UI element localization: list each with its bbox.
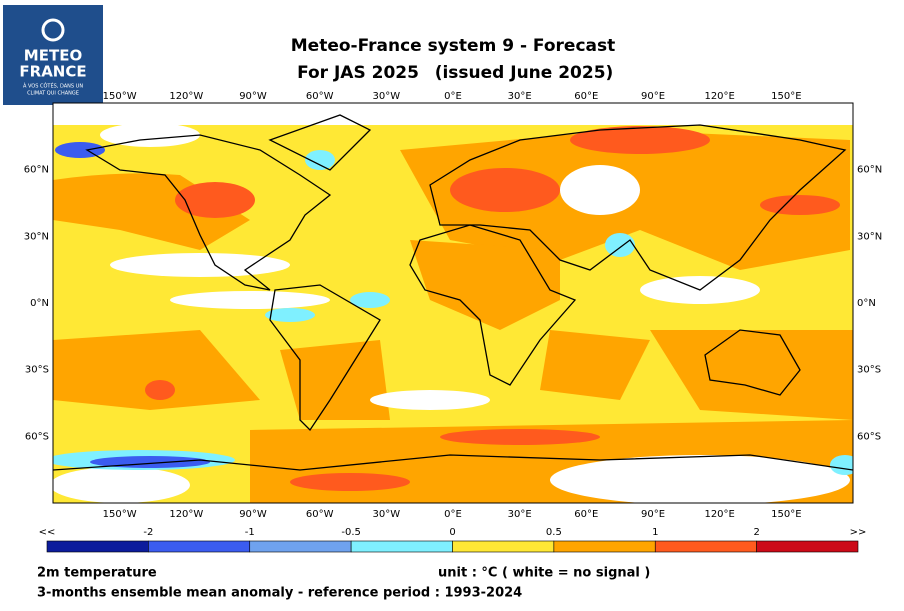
no-signal-areas bbox=[53, 103, 853, 503]
lon-label: 120°W bbox=[169, 91, 203, 102]
unit: unit : °C ( white = no signal ) bbox=[438, 566, 650, 581]
map-frame bbox=[52, 102, 854, 504]
colorbar-label: >> bbox=[850, 527, 867, 538]
logo-box bbox=[3, 5, 103, 105]
colorbar-label: 0 bbox=[449, 527, 455, 538]
lat-label: 30°S bbox=[857, 365, 881, 376]
colorbar-label: -1 bbox=[245, 527, 255, 538]
lon-label: 90°E bbox=[641, 91, 665, 102]
colorbar-segment bbox=[654, 540, 757, 553]
coastlines bbox=[53, 114, 853, 471]
lat-label: 60°N bbox=[857, 165, 882, 176]
colorbar-label: -0.5 bbox=[341, 527, 361, 538]
title: (issued June 2025) bbox=[435, 63, 614, 83]
lon-label: 30°W bbox=[373, 91, 401, 102]
lon-label: 120°W bbox=[169, 509, 203, 520]
lon-label: 120°E bbox=[704, 91, 734, 102]
lat-label: 60°S bbox=[25, 431, 49, 442]
logo-tagline: CLIMAT QUI CHANGE bbox=[27, 91, 79, 97]
colorbar-segment bbox=[350, 540, 453, 553]
colorbar-label: 2 bbox=[753, 527, 759, 538]
lat-label: 30°S bbox=[25, 365, 49, 376]
lat-label: 0°N bbox=[30, 298, 49, 309]
lon-label: 150°E bbox=[771, 509, 801, 520]
colorbar-segment bbox=[553, 540, 656, 553]
hot-areas bbox=[145, 126, 840, 491]
lat-label: 60°S bbox=[857, 431, 881, 442]
colorbar-label: 1 bbox=[652, 527, 658, 538]
title: Meteo-France system 9 - Forecast bbox=[291, 36, 616, 56]
variable: 2m temperature bbox=[37, 566, 157, 581]
colorbar-segment bbox=[756, 540, 859, 553]
lat-label: 30°N bbox=[24, 231, 49, 242]
lon-label: 60°E bbox=[574, 509, 598, 520]
lon-label: 90°W bbox=[239, 91, 267, 102]
lon-label: 150°E bbox=[771, 91, 801, 102]
lon-label: 150°W bbox=[103, 509, 137, 520]
colorbar-segment bbox=[452, 540, 555, 553]
colorbar-segment bbox=[46, 540, 149, 553]
colorbar-segment bbox=[249, 540, 352, 553]
lon-label: 120°E bbox=[704, 509, 734, 520]
lon-label: 90°E bbox=[641, 509, 665, 520]
logo-tagline: À VOS CÔTÉS, DANS UN bbox=[23, 82, 83, 90]
colorbar-segment bbox=[148, 540, 251, 553]
lon-label: 30°W bbox=[373, 509, 401, 520]
title: For JAS 2025 bbox=[297, 63, 419, 83]
lon-label: 150°W bbox=[103, 91, 137, 102]
colorbar-label: -2 bbox=[143, 527, 153, 538]
description: 3-months ensemble mean anomaly - referen… bbox=[37, 586, 522, 601]
logo-line: METEO bbox=[24, 47, 82, 65]
colorbar-label: 0.5 bbox=[546, 527, 562, 538]
lon-label: 90°W bbox=[239, 509, 267, 520]
lon-label: 60°W bbox=[306, 509, 334, 520]
lon-label: 0°E bbox=[444, 91, 462, 102]
lon-label: 60°E bbox=[574, 91, 598, 102]
axes: 150°W 150°W 120°W 120°W 90°W 90°W 60°W 60°W 30°W… bbox=[24, 91, 882, 520]
lat-label: 0°N bbox=[857, 298, 876, 309]
lon-label: 60°W bbox=[306, 91, 334, 102]
lon-label: 30°E bbox=[508, 91, 532, 102]
colorbar: << -2 -1 -0.5 0 0.5 1 2 >> bbox=[39, 527, 867, 553]
logo-line: FRANCE bbox=[19, 63, 86, 81]
lat-label: 60°N bbox=[24, 165, 49, 176]
logo-icon bbox=[41, 18, 65, 42]
lon-label: 30°E bbox=[508, 509, 532, 520]
lon-label: 0°E bbox=[444, 509, 462, 520]
map bbox=[52, 102, 854, 504]
colorbar-label: << bbox=[39, 527, 56, 538]
lat-label: 30°N bbox=[857, 231, 882, 242]
